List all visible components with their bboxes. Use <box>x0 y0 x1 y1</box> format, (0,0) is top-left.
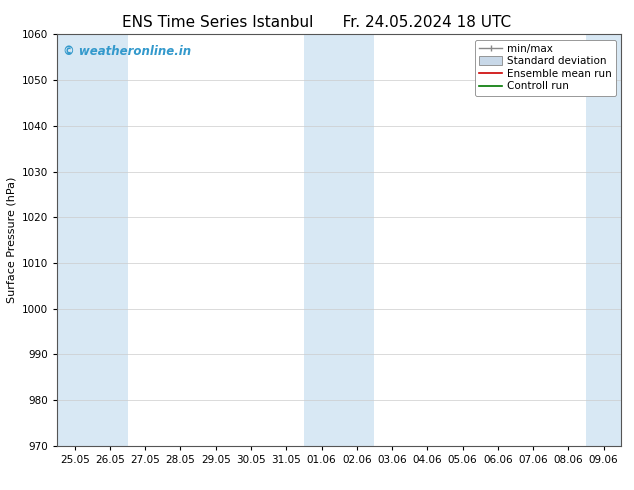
Bar <box>586 34 621 446</box>
Bar <box>304 34 339 446</box>
Bar <box>57 34 93 446</box>
Text: ENS Time Series Istanbul      Fr. 24.05.2024 18 UTC: ENS Time Series Istanbul Fr. 24.05.2024 … <box>122 15 512 30</box>
Text: © weatheronline.in: © weatheronline.in <box>63 45 191 58</box>
Y-axis label: Surface Pressure (hPa): Surface Pressure (hPa) <box>6 177 16 303</box>
Bar <box>339 34 375 446</box>
Legend: min/max, Standard deviation, Ensemble mean run, Controll run: min/max, Standard deviation, Ensemble me… <box>475 40 616 96</box>
Bar <box>93 34 127 446</box>
